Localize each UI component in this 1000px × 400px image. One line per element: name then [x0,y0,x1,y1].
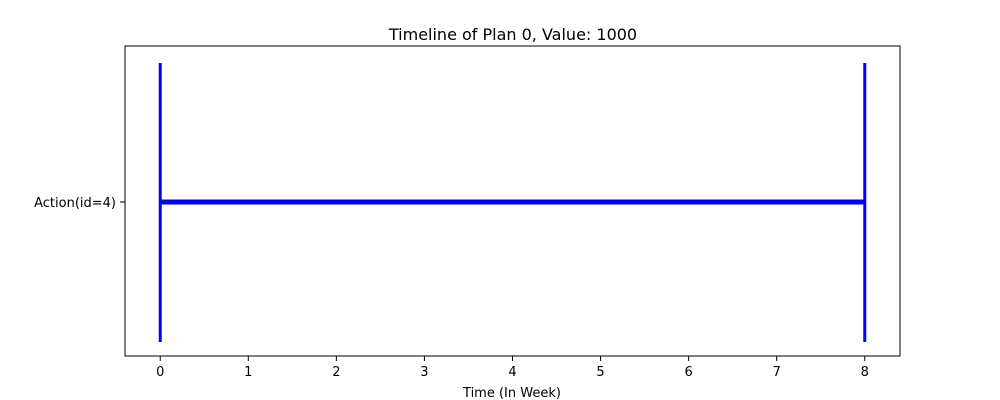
x-axis-label: Time (In Week) [462,386,561,400]
x-tick-label: 0 [156,365,164,380]
x-axis: 0 1 2 3 4 5 6 7 8 [156,356,869,380]
x-tick-label: 2 [332,365,340,380]
x-tick-label: 6 [684,365,692,380]
x-tick-label: 7 [773,365,781,380]
x-tick-label: 3 [420,365,428,380]
chart-title: Timeline of Plan 0, Value: 1000 [388,25,637,44]
y-tick-label: Action(id=4) [34,196,116,211]
x-tick-label: 5 [596,365,604,380]
x-tick-label: 8 [861,365,869,380]
x-tick-label: 1 [244,365,252,380]
y-axis: Action(id=4) [34,196,125,211]
x-tick-label: 4 [508,365,516,380]
plot-area [158,63,867,342]
